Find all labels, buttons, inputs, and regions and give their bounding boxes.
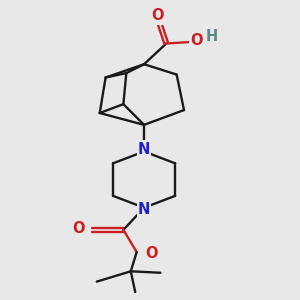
Text: O: O [190,33,203,48]
Text: H: H [206,29,218,44]
Text: O: O [145,246,158,261]
Text: N: N [138,142,150,157]
Text: O: O [72,221,85,236]
Text: O: O [151,8,164,23]
Text: N: N [138,202,150,217]
